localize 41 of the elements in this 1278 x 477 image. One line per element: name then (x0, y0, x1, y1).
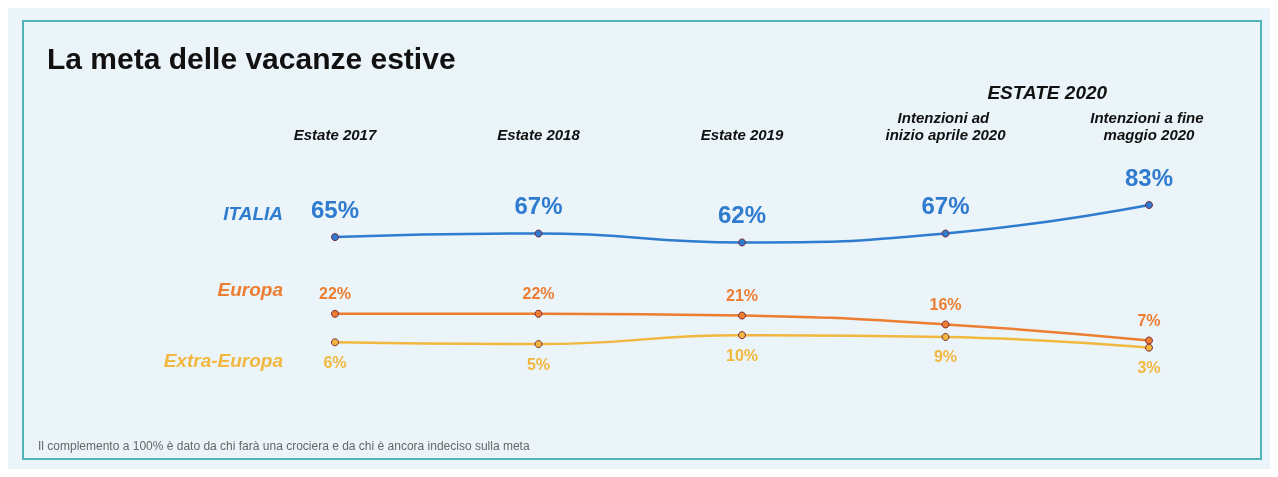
text: Europa (217, 279, 284, 301)
data-label: 67% (514, 192, 563, 220)
data-label: 65% (310, 195, 360, 223)
point (941, 229, 950, 238)
text: Extra-Europa (163, 349, 284, 371)
point (331, 309, 339, 318)
point (534, 340, 543, 349)
x-tick-label: Estate 2017 (293, 126, 377, 143)
data-label: 6% (323, 353, 347, 371)
chart-title: La meta delle vacanze estive (47, 41, 456, 75)
point (331, 338, 339, 347)
point (738, 311, 746, 320)
point (1145, 336, 1153, 345)
x-tick-label: Intenzioni a fine maggio 2020 (1090, 109, 1208, 143)
text: Il complemento a 100% è dato da chi farà una crociera e da chi è ancora indeciso sulla meta (38, 439, 530, 453)
point (1145, 343, 1153, 352)
data-label: 3% (1137, 359, 1161, 377)
data-label: 22% (318, 285, 352, 303)
point (941, 332, 950, 341)
data-label: 9% (933, 348, 958, 366)
data-label: 22% (522, 285, 555, 303)
data-label: 62% (717, 200, 767, 228)
data-label: 5% (526, 355, 551, 373)
data-label: 7% (1137, 312, 1161, 330)
data-label: 16% (929, 295, 962, 313)
point (738, 238, 746, 247)
x-tick-label: Estate 2018 (497, 126, 581, 143)
point (941, 320, 950, 329)
point (738, 331, 746, 340)
data-label: 21% (725, 287, 759, 305)
data-label: 10% (725, 346, 759, 364)
text: ITALIA (223, 202, 283, 224)
point (534, 229, 543, 238)
data-label: 83% (1124, 163, 1174, 191)
text: ESTATE 2020 (987, 81, 1108, 103)
x-tick-label: Intenzioni ad inizio aprile 2020 (885, 109, 1007, 143)
point (534, 309, 543, 318)
x-tick-label: Estate 2019 (700, 126, 784, 143)
point (331, 233, 339, 242)
data-label: 67% (921, 192, 970, 220)
point (1145, 201, 1153, 209)
